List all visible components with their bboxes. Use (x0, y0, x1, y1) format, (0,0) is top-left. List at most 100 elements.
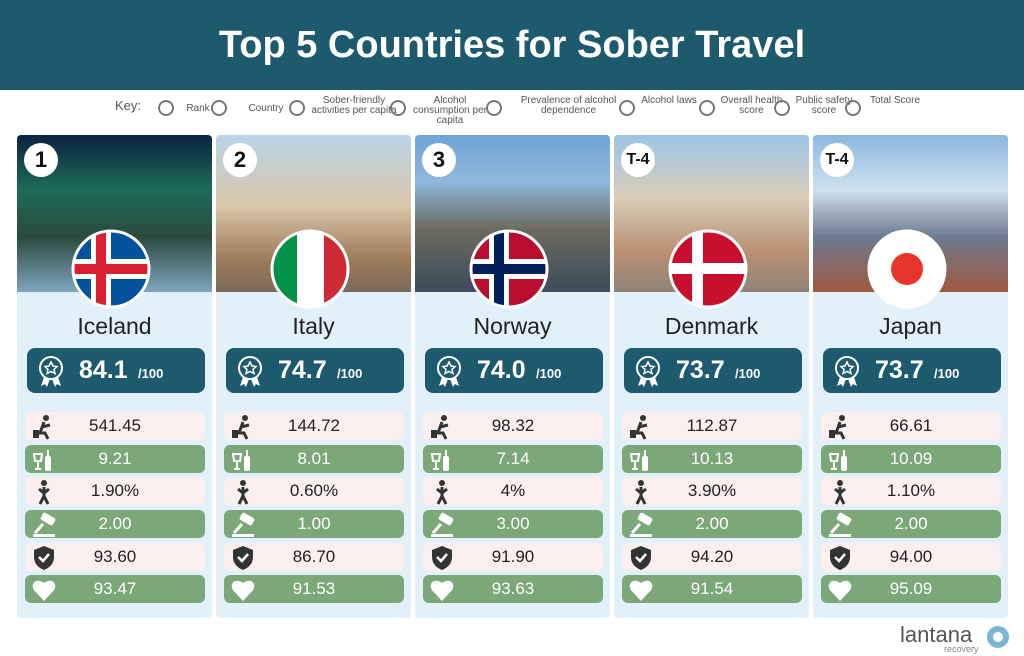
metric-icon-glyph (432, 546, 452, 570)
metric-value: 8.01 (297, 449, 331, 468)
key-item: Country (248, 103, 284, 114)
metric-icon-glyph (829, 415, 847, 440)
metric-row: 10.13 (622, 445, 802, 473)
metric-row: 98.32 (423, 412, 603, 440)
key-icon-glyph (211, 100, 227, 116)
rank-badge: T-4 (820, 143, 854, 177)
country-flag (469, 229, 549, 309)
score-out-of: /100 (536, 366, 562, 381)
metric-value: 91.53 (292, 579, 336, 598)
key-item: Overall health score (720, 95, 783, 116)
metric-icon-glyph (430, 450, 449, 471)
score-out-of: /100 (337, 366, 363, 381)
key-icon (697, 97, 717, 124)
metric-icon (230, 446, 256, 478)
metric-row: 3.00 (423, 510, 603, 538)
metric-value: 93.60 (93, 547, 137, 566)
key-item: Rank (186, 103, 210, 114)
country-name: Denmark (664, 313, 759, 339)
metric-value: 2.00 (695, 514, 729, 533)
country-flag (867, 229, 947, 309)
key-item: Prevalence of alcohol dependence (520, 95, 617, 116)
metric-icon (827, 413, 853, 445)
metric-row: 541.45 (25, 412, 205, 440)
metric-icon-glyph (834, 480, 846, 505)
country-card: T-4 Denmark 73.7/100 112.87 10.13 3.90% 2.00 94… (614, 135, 809, 618)
country-card: 3 Norway 74.0/100 98.32 7.14 4% 3.00 91.90 93.63 (415, 135, 610, 618)
metric-row: 93.63 (423, 575, 603, 603)
country-flag-glyph (668, 229, 748, 309)
metric-icon-glyph (436, 480, 448, 505)
metric-icon-glyph (232, 415, 250, 440)
rank-badge: 3 (422, 143, 456, 177)
metric-icon (628, 413, 654, 445)
total-score: 74.7/100 (226, 348, 404, 393)
score-out-of: /100 (934, 366, 960, 381)
metric-value: 3.90% (687, 481, 737, 500)
metric-row: 95.09 (821, 575, 1001, 603)
metric-row: 91.90 (423, 543, 603, 571)
metric-row: 9.21 (25, 445, 205, 473)
country-flag (71, 229, 151, 309)
key-item: Alcohol consumption per capita (413, 95, 487, 126)
metric-row: 2.00 (622, 510, 802, 538)
key-icon (156, 97, 176, 124)
metric-icon-glyph (231, 580, 255, 601)
metric-icon-glyph (34, 546, 54, 570)
key-icon-glyph (619, 100, 635, 116)
metric-value: 10.09 (889, 449, 933, 468)
country-flag-glyph (270, 229, 350, 309)
rank-badge: 2 (223, 143, 257, 177)
metric-icon-glyph (33, 512, 56, 537)
metric-icon-glyph (828, 450, 847, 471)
metric-icon (628, 544, 654, 576)
metric-value: 98.32 (491, 416, 535, 435)
metric-icon (429, 478, 455, 510)
metric-row: 93.47 (25, 575, 205, 603)
logo-name: lantana (900, 622, 973, 647)
metric-row: 91.53 (224, 575, 404, 603)
metric-icon (429, 511, 455, 543)
metric-value: 91.54 (690, 579, 734, 598)
metric-row: 94.00 (821, 543, 1001, 571)
metric-icon-glyph (635, 480, 647, 505)
metric-row: 1.10% (821, 477, 1001, 505)
country-card: 2 Italy 74.7/100 144.72 8.01 0.60% 1.00 86.70 91… (216, 135, 411, 618)
metric-value: 2.00 (894, 514, 928, 533)
metric-row: 93.60 (25, 543, 205, 571)
key-icon (772, 97, 792, 124)
rank-badge: 1 (24, 143, 58, 177)
metric-icon-glyph (233, 546, 253, 570)
country-card: 1 Iceland 84.1/100 541.45 9.21 1.90% 2.00 93.60… (17, 135, 212, 618)
metric-icon-glyph (38, 480, 50, 505)
metric-icon (31, 576, 57, 608)
score-icon-glyph (437, 356, 461, 387)
metric-row: 94.20 (622, 543, 802, 571)
metric-icon-glyph (32, 450, 51, 471)
metric-icon (429, 413, 455, 445)
metric-value: 66.61 (889, 416, 933, 435)
metric-row: 1.00 (224, 510, 404, 538)
metric-value: 4% (500, 481, 526, 500)
metric-icon-glyph (431, 512, 454, 537)
metric-value: 541.45 (89, 416, 141, 435)
score-out-of: /100 (138, 366, 164, 381)
metric-icon (827, 544, 853, 576)
metric-value: 1.00 (297, 514, 331, 533)
metric-value: 93.47 (93, 579, 137, 598)
metric-value: 112.87 (686, 416, 738, 435)
metric-icon (230, 544, 256, 576)
metric-row: 144.72 (224, 412, 404, 440)
country-name: Italy (292, 313, 335, 339)
score-icon-glyph (238, 356, 262, 387)
metric-icon (429, 446, 455, 478)
key-item: Alcohol laws (641, 95, 697, 106)
metric-value: 144.72 (288, 416, 340, 435)
metric-icon (31, 446, 57, 478)
score-value: 73.7 (875, 356, 924, 384)
metric-row: 91.54 (622, 575, 802, 603)
metric-icon (31, 544, 57, 576)
metric-row: 4% (423, 477, 603, 505)
metric-row: 10.09 (821, 445, 1001, 473)
metric-icon (628, 576, 654, 608)
